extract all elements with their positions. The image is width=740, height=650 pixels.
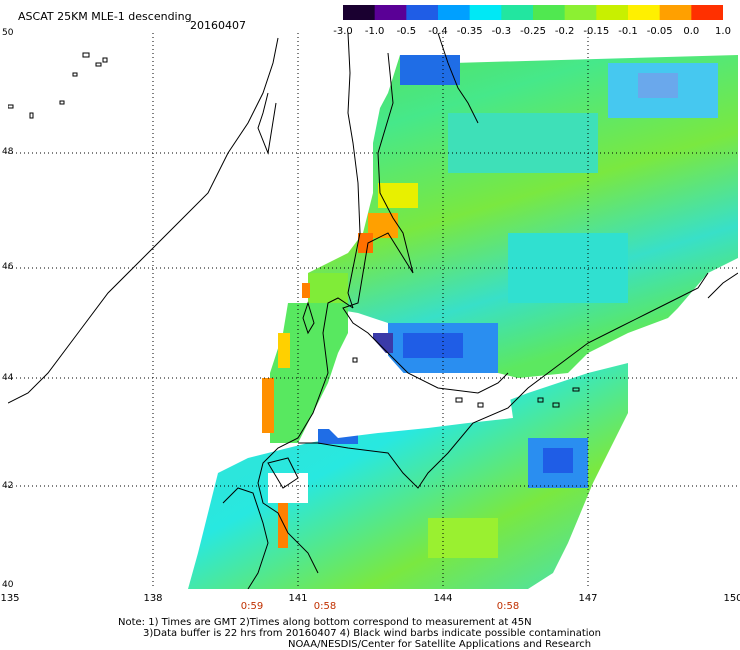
colorbar-segment [659, 5, 692, 20]
colorbar-label: -0.2 [554, 26, 575, 37]
colorbar [343, 5, 723, 20]
colorbar-segment [501, 5, 534, 20]
colorbar-label: -0.3 [491, 26, 512, 37]
colorbar-label: -3.0 [333, 26, 353, 37]
colorbar-label: -1.0 [364, 26, 385, 37]
colorbar-segment [596, 5, 629, 20]
lon-label: 144 [433, 593, 453, 604]
lat-label: 48 [2, 147, 14, 157]
note-line-1: Note: 1) Times are GMT 2)Times along bot… [118, 617, 532, 628]
colorbar-label: -0.1 [618, 26, 638, 37]
wind-swath-west [262, 283, 348, 443]
colorbar-segment [469, 5, 502, 20]
pass-time-label: 0:58 [313, 601, 337, 612]
map-date: 20160407 [190, 19, 246, 32]
lon-label: 135 [0, 593, 20, 604]
pass-time-label: 0:59 [240, 601, 264, 612]
colorbar-segment [564, 5, 597, 20]
wind-swath-south [188, 363, 628, 589]
colorbar-segment [343, 5, 376, 20]
colorbar-segment [374, 5, 407, 20]
wind-swath-north [308, 55, 738, 378]
lon-label: 141 [288, 593, 308, 604]
no-data-gap [328, 333, 513, 438]
islands [8, 52, 580, 408]
graticule [8, 33, 738, 589]
lat-label: 44 [2, 373, 14, 383]
colorbar-label: -0.15 [583, 26, 610, 37]
lon-label: 147 [578, 593, 598, 604]
colorbar-segment [533, 5, 566, 20]
pass-time-label: 0:58 [496, 601, 520, 612]
coastlines [8, 33, 738, 589]
lon-label: 150 [723, 593, 740, 604]
lat-label: 40 [2, 580, 14, 590]
colorbar-segment [628, 5, 661, 20]
colorbar-segment [406, 5, 439, 20]
colorbar-label: -0.05 [646, 26, 673, 37]
colorbar-segment [438, 5, 471, 20]
lon-label: 138 [143, 593, 163, 604]
colorbar-label: -0.4 [428, 26, 448, 37]
lat-label: 46 [2, 262, 14, 272]
colorbar-label: -0.35 [456, 26, 483, 37]
map-canvas [8, 33, 738, 589]
colorbar-label: 1.0 [715, 26, 731, 37]
note-line-2: 3)Data buffer is 22 hrs from 20160407 4)… [143, 628, 601, 639]
note-line-3: NOAA/NESDIS/Center for Satellite Applica… [288, 639, 592, 650]
map-title: ASCAT 25KM MLE-1 descending [18, 10, 192, 23]
colorbar-label: 0.0 [683, 26, 700, 37]
colorbar-label: -0.5 [396, 26, 417, 37]
colorbar-label: -0.25 [520, 26, 546, 37]
lat-label: 42 [2, 481, 14, 491]
colorbar-segment [691, 5, 723, 20]
lat-label: 50 [2, 28, 14, 38]
